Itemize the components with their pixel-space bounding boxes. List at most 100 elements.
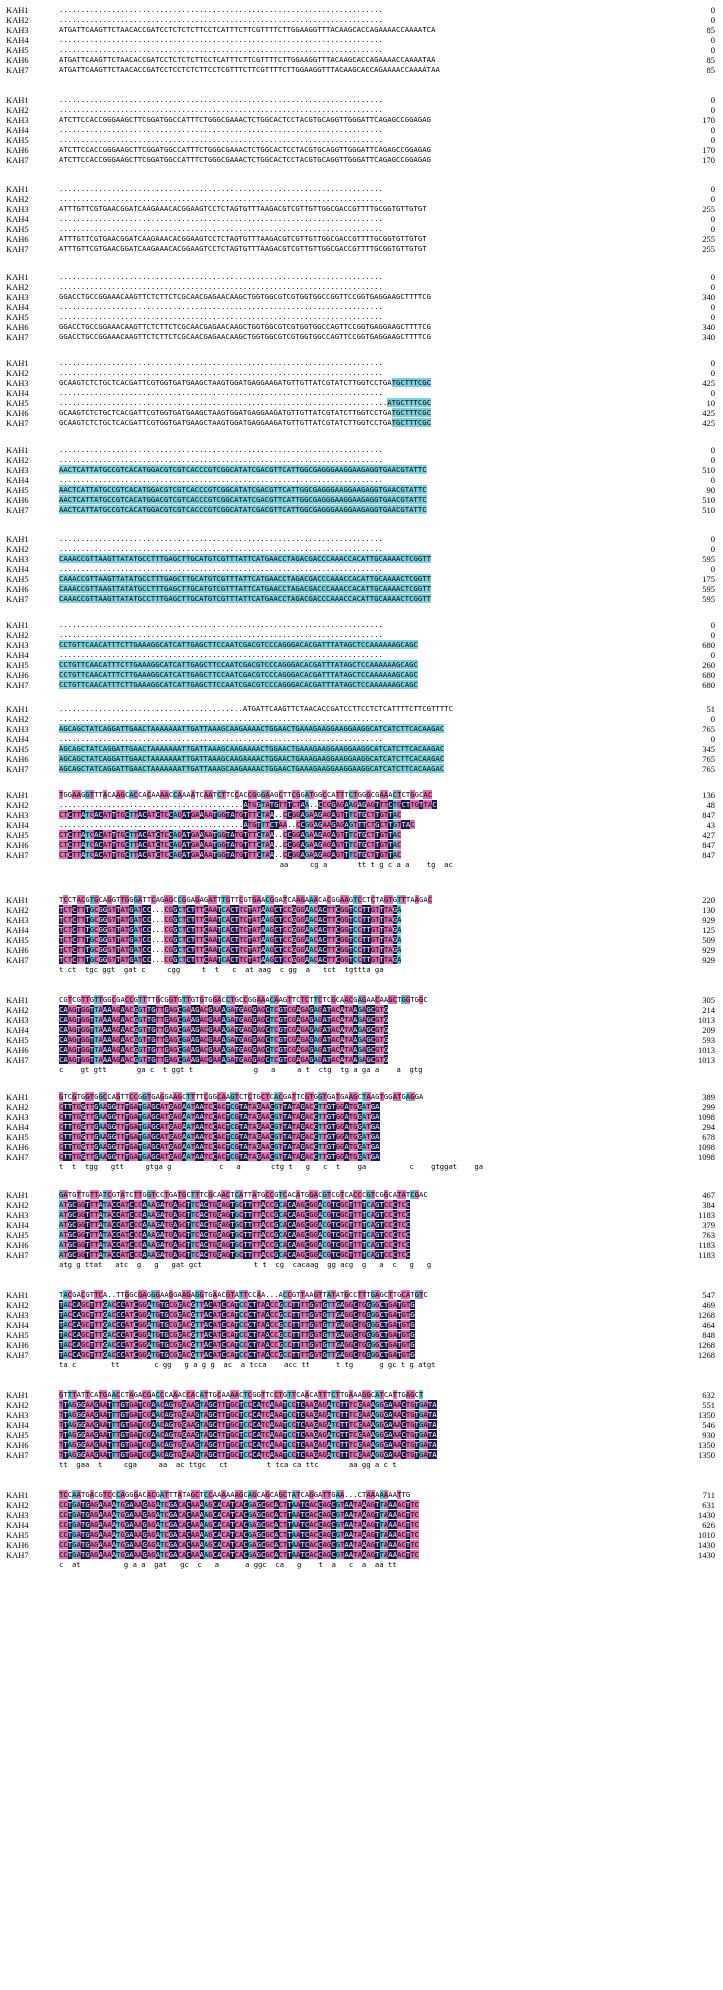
sequence-text: TCTCTTTGCGGGTTATGATCC...CGGCTCTTTCAATCAC… [59, 935, 402, 944]
alignment-row: KAH2 TCTCTTTGCGGGTTATGATCC...CGGCTCTTTCAA… [0, 905, 723, 915]
sequence-text: TTAGGGAAGAATTTGTGATCGAACAGTGGAAGTAGCTTTG… [59, 1440, 437, 1449]
alignment-row: KAH7 TCTCTTTGCGGGTTATGATCC...CGGCTCTTTCAA… [0, 955, 723, 965]
sequence-text: CCTGATGAGAAAATGGAAAGAGATCGACACAAAAGCACAT… [59, 1550, 420, 1559]
position-number: 10 [706, 398, 716, 408]
position-number: 43 [706, 820, 716, 830]
position-number: 1430 [698, 1550, 715, 1560]
position-number: 214 [702, 1005, 715, 1015]
sequence-text: ........................................… [59, 368, 383, 377]
sequence-text: TACGACGTTCA..TTGGCGAGGGAAGGAAGAGGTGAACGT… [59, 1290, 428, 1299]
position-number: 51 [706, 704, 716, 714]
sequence-label: KAH3 [6, 1510, 29, 1520]
sequence-text: ATGATTCAAGTTCTAACACCGATCCTCTCTCTTCCTCATT… [59, 55, 436, 64]
alignment-row: KAH7 CAAGTGGTTAAAAGAACGGTTGTTGAGCGAAGACGA… [0, 1055, 723, 1065]
sequence-label: KAH7 [6, 1350, 29, 1360]
alignment-row: KAH5 CTCTTATCACATTTGCTTACATCTCCAGATGAAAAT… [0, 830, 723, 840]
sequence-text: CTTTGGTTGAAGGTTTGATGAGCATGAGAATAATCCACTC… [59, 1112, 380, 1121]
sequence-text: ........................................… [59, 445, 383, 454]
position-number: 0 [710, 714, 715, 724]
consensus-line: atg g ttat atc g g gat gct t t cg cacaag… [59, 1260, 432, 1269]
sequence-label: KAH7 [6, 1152, 29, 1162]
sequence-text: CTTTGGTTGAAGGTTTGATGAGCATGAGAATAATCCACTC… [59, 1152, 380, 1161]
alignment-row: KAH5 TCTCTTTGCGGGTTATGATCC...CGGCTCTTTCAA… [0, 935, 723, 945]
sequence-text: CTTTGGTTGAAGGTTTGATGAGCATGAGAATAATCCACTC… [59, 1142, 380, 1151]
alignment-row: KAH6 CAAACCGTTAAGTTATATGCCTTTGAGCTTGCATGT… [0, 584, 723, 594]
position-number: 1183 [698, 1210, 715, 1220]
sequence-label: KAH2 [6, 1102, 29, 1112]
position-number: 711 [702, 1490, 715, 1500]
position-number: 0 [710, 368, 715, 378]
position-number: 847 [702, 810, 715, 820]
sequence-text: GGACCTGCCGGAAACAAGTTCTCTTCTCGCAACGAGAACA… [59, 322, 432, 331]
alignment-row: KAH4....................................… [0, 475, 723, 485]
sequence-text: AGCAGCTATCAGGATTGAACTAAAAAAATTGATTAAAGCA… [59, 744, 445, 753]
sequence-text: CAAGTGGTTAAAAGAACGGTTGTTGAGCGAAGACGAAAGA… [59, 1015, 389, 1024]
sequence-label: KAH7 [6, 850, 29, 860]
position-number: 0 [710, 388, 715, 398]
alignment-row: KAH3 AACTCATTATGCCGTCACATGGACGTCGTCACCCGT… [0, 465, 723, 475]
sequence-label: KAH6 [6, 408, 29, 418]
sequence-label: KAH5 [6, 45, 29, 55]
sequence-text: CTTTGGTTGAAGGTTTGATGAGCATGAGAATAATCCACTC… [59, 1132, 380, 1141]
alignment-row: KAH7 TACCAGCTTTGACCCATCGGATGTGCGGACGTTACA… [0, 1350, 723, 1360]
alignment-row: KAH4....................................… [0, 820, 723, 830]
position-number: 1098 [698, 1112, 715, 1122]
position-number: 130 [702, 905, 715, 915]
sequence-label: KAH3 [6, 1015, 29, 1025]
alignment-row: KAH5 AGCAGCTATCAGGATTGAACTAAAAAAATTGATTAA… [0, 744, 723, 754]
sequence-text: ........................................… [59, 272, 383, 281]
sequence-label: KAH3 [6, 554, 29, 564]
sequence-text: ........................................… [59, 630, 383, 639]
alignment-row: KAH5....................................… [0, 224, 723, 234]
sequence-label: KAH5 [6, 1330, 29, 1340]
position-number: 379 [702, 1220, 715, 1230]
sequence-label: KAH7 [6, 1550, 29, 1560]
consensus-line: ta c tt c gg g a g g ac a tcca acc tt t … [59, 1360, 436, 1369]
sequence-label: KAH3 [6, 292, 29, 302]
sequence-label: KAH5 [6, 1530, 29, 1540]
position-number: 345 [702, 744, 715, 754]
sequence-label: KAH1 [6, 995, 29, 1005]
position-number: 427 [702, 830, 715, 840]
sequence-text: ........................................… [59, 800, 437, 809]
position-number: 0 [710, 544, 715, 554]
alignment-row: KAH4 ATGCGGTTTATACCATCCCAAAGATGAGCTTCACTG… [0, 1220, 723, 1230]
alignment-row: KAH4 TCTCTTTGCGGGTTATGATCC...CGGCTCTTTCAA… [0, 925, 723, 935]
position-number: 1268 [698, 1340, 715, 1350]
sequence-text: TCTCTTTGCGGGTTATGATCC...CGGCTCTTTCAATCAC… [59, 955, 402, 964]
position-number: 1098 [698, 1142, 715, 1152]
sequence-label: KAH6 [6, 322, 29, 332]
position-number: 0 [710, 475, 715, 485]
alignment-row: KAH1 TGGAAGGTTTACAAGCACCACAAAACCAAAATCAAT… [0, 790, 723, 800]
sequence-label: KAH5 [6, 1230, 29, 1240]
position-number: 384 [702, 1200, 715, 1210]
position-number: 0 [710, 194, 715, 204]
position-number: 929 [702, 945, 715, 955]
alignment-row: KAH4 CTTTGGTTGAAGGTTTGATGAGCATGAGAATAATCC… [0, 1122, 723, 1132]
sequence-text: CTTTGGTTGAAGGTTTGATGAGCATGAGAATAATCCACTC… [59, 1102, 380, 1111]
alignment-row: KAH2....................................… [0, 105, 723, 115]
alignment-row: KAH5 CTTTGGTTGAAGGTTTGATGAGCATGAGAATAATCC… [0, 1132, 723, 1142]
sequence-label: KAH1 [6, 1290, 29, 1300]
sequence-text: ........................................… [59, 820, 415, 829]
sequence-label: KAH3 [6, 724, 29, 734]
alignment-row: KAH3 CTCTTATCACATTTGCTTACATCTCCAGATGAAAAT… [0, 810, 723, 820]
position-number: 510 [702, 495, 715, 505]
sequence-text: TACCAGCTTTGACCCATCGGATGTGCGGACGTTACATCCA… [59, 1300, 415, 1309]
sequence-text: ATGCGGTTTATACCATCCCAAAGATGAGCTTCACTGGAGT… [59, 1230, 411, 1239]
sequence-text: ........................................… [59, 564, 383, 573]
sequence-text: AACTCATTATGCCGTCACATGGACGTCGTCACCCGTCGGC… [59, 495, 427, 504]
sequence-text: ATCTTCCACCGGGAAGCTTCGGATGGCCATTTCTGGGCGA… [59, 115, 432, 124]
alignment-row: KAH6 CTCTTATCACATTTGCTTACATCTCCAGATGAAAAT… [0, 840, 723, 850]
sequence-label: KAH4 [6, 125, 29, 135]
sequence-label: KAH6 [6, 145, 29, 155]
alignment-row: KAH2....................................… [0, 194, 723, 204]
sequence-text: ........................................… [59, 35, 383, 44]
sequence-text: ATGATTCAAGTTCTAACACCGATCCTCTCTCTTCCTCATT… [59, 25, 436, 34]
sequence-label: KAH4 [6, 1220, 29, 1230]
alignment-row: KAH1 TACGACGTTCA..TTGGCGAGGGAAGGAAGAGGTGA… [0, 1290, 723, 1300]
sequence-label: KAH5 [6, 1035, 29, 1045]
sequence-label: KAH3 [6, 465, 29, 475]
sequence-label: KAH1 [6, 5, 29, 15]
sequence-text: CTCTTATCACATTTGCTTACATCTCCAGATGAAAATGGTA… [59, 850, 402, 859]
